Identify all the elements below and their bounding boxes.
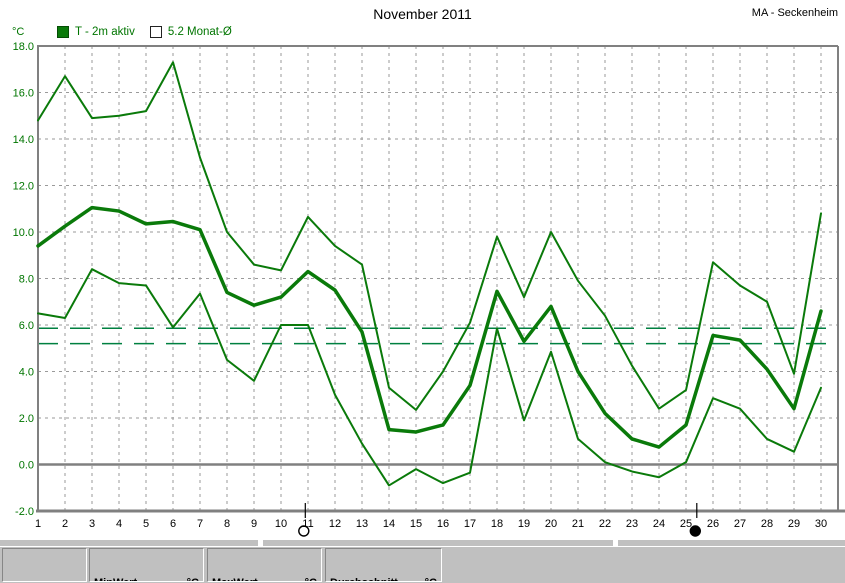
x-tick-label: 17 xyxy=(464,518,476,530)
x-tick-label: 1 xyxy=(35,518,41,530)
x-tick-label: 12 xyxy=(329,518,341,530)
x-tick-label: 13 xyxy=(356,518,368,530)
x-tick-label: 20 xyxy=(545,518,557,530)
legend-item-monats-mittel: 5.2 Monat-Ø xyxy=(149,26,232,38)
y-tick-label: 8.0 xyxy=(19,274,34,286)
series-max-line xyxy=(37,61,822,411)
y-tick-label: 0.0 xyxy=(19,460,34,472)
x-tick-label: 14 xyxy=(383,518,395,530)
x-tick-label: 22 xyxy=(599,518,611,530)
x-tick-label: 8 xyxy=(224,518,230,530)
plot-frame xyxy=(36,45,845,513)
y-tick-label: 10.0 xyxy=(13,227,34,239)
status-panel-minwert: MinWert °C 14.11. 07:10 -0.9 xyxy=(89,548,204,582)
series-min-line xyxy=(37,268,822,487)
legend-item-t2m-aktiv: T - 2m aktiv xyxy=(57,26,135,38)
x-tick-label: 30 xyxy=(815,518,827,530)
x-tick-label: 16 xyxy=(437,518,449,530)
x-tick-label: 11 xyxy=(302,518,313,530)
y-axis-labels: -2.0 0.0 2.0 4.0 6.0 8.0 10.0 12.0 14.0 16.0 18.0 xyxy=(13,41,34,518)
y-tick-label: 2.0 xyxy=(19,413,34,425)
x-tick-label: 25 xyxy=(680,518,692,530)
x-tick-label: 23 xyxy=(626,518,638,530)
station-label: MA - Seckenheim xyxy=(751,7,838,19)
full-moon-icon xyxy=(298,525,310,537)
legend-label-monats-mittel: 5.2 Monat-Ø xyxy=(167,26,232,38)
statusbar-strip-segment xyxy=(263,540,613,546)
series-lines xyxy=(36,61,823,487)
x-tick-label: 28 xyxy=(761,518,773,530)
durchschnitt-title: Durchschnitt xyxy=(330,577,398,581)
statusbar-strip-segment xyxy=(0,540,258,546)
x-tick-label: 4 xyxy=(116,518,122,530)
new-moon-icon xyxy=(689,525,701,537)
statusbar: T - 2m aktiv MaxWert MinWert °C 14.11. 0… xyxy=(0,540,845,583)
reference-lines xyxy=(38,327,838,345)
x-tick-label: 6 xyxy=(170,518,176,530)
minwert-unit: °C xyxy=(187,577,199,581)
x-tick-label: 27 xyxy=(734,518,746,530)
x-tick-label: 2 xyxy=(62,518,68,530)
page-title: November 2011 xyxy=(373,6,472,22)
durchschnitt-unit: °C xyxy=(425,577,437,581)
y-tick-label: 6.0 xyxy=(19,320,34,332)
x-tick-label: 15 xyxy=(410,518,422,530)
status-panel-maxwert: MaxWert °C 06.11. 14:50 17.3 xyxy=(207,548,322,582)
y-tick-label: 14.0 xyxy=(13,134,34,146)
x-tick-label: 9 xyxy=(251,518,257,530)
x-tick-label: 3 xyxy=(89,518,95,530)
y-tick-label: 12.0 xyxy=(13,181,34,193)
series-mean-line xyxy=(36,205,823,449)
moon-markers xyxy=(298,503,701,537)
x-tick-label: 21 xyxy=(572,518,584,530)
y-tick-label: -2.0 xyxy=(15,506,34,518)
status-panel-durchschnitt: Durchschnitt °C (+ 0.66 ) 5.86 xyxy=(325,548,442,582)
y-tick-label: 18.0 xyxy=(13,41,34,53)
x-tick-label: 7 xyxy=(197,518,203,530)
legend: T - 2m aktiv 5.2 Monat-Ø xyxy=(57,26,232,38)
x-tick-label: 18 xyxy=(491,518,503,530)
x-tick-label: 29 xyxy=(788,518,800,530)
x-tick-label: 24 xyxy=(653,518,665,530)
statusbar-strip-segment xyxy=(618,540,845,546)
x-tick-label: 5 xyxy=(143,518,149,530)
y-axis-unit-label: °C xyxy=(12,26,25,38)
maxwert-title: MaxWert xyxy=(212,577,258,581)
gridlines xyxy=(38,46,838,511)
minwert-title: MinWert xyxy=(94,577,137,581)
x-axis-labels: 1 2 3 4 5 6 7 8 9 10 11 12 13 14 15 16 17 18 19 20 21 22 23 24 2… xyxy=(35,518,827,530)
legend-label-t2m-aktiv: T - 2m aktiv xyxy=(75,26,135,38)
temperature-chart: -2.0 0.0 2.0 4.0 6.0 8.0 10.0 12.0 14.0 16.0 18.0 1… xyxy=(13,41,845,537)
statusbar-panels: T - 2m aktiv MaxWert MinWert °C 14.11. 0… xyxy=(0,547,845,583)
status-series-header xyxy=(7,577,82,581)
status-panel-series: T - 2m aktiv MaxWert xyxy=(2,548,87,582)
x-tick-label: 19 xyxy=(518,518,530,530)
y-tick-label: 4.0 xyxy=(19,367,34,379)
x-tick-label: 10 xyxy=(275,518,287,530)
maxwert-unit: °C xyxy=(305,577,317,581)
x-tick-label: 26 xyxy=(707,518,719,530)
open-square-swatch-icon xyxy=(149,26,162,38)
y-tick-label: 16.0 xyxy=(13,88,34,100)
filled-square-swatch-icon xyxy=(57,26,69,38)
